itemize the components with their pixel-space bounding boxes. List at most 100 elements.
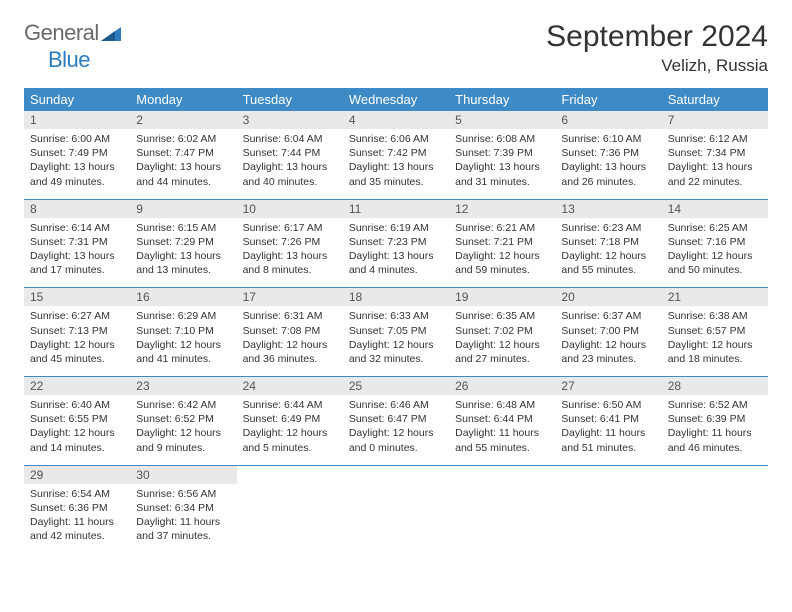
sunset-line: Sunset: 7:31 PM (30, 235, 124, 249)
day-content: Sunrise: 6:44 AMSunset: 6:49 PMDaylight:… (237, 395, 343, 465)
day-content: Sunrise: 6:29 AMSunset: 7:10 PMDaylight:… (130, 306, 236, 376)
day-number: 15 (24, 288, 130, 306)
daylight-line: Daylight: 13 hours and 31 minutes. (455, 160, 549, 188)
sunrise-line: Sunrise: 6:19 AM (349, 221, 443, 235)
logo-triangle-icon (101, 21, 121, 47)
day-number: 19 (449, 288, 555, 306)
week-row: 15Sunrise: 6:27 AMSunset: 7:13 PMDayligh… (24, 288, 768, 377)
week-row: 29Sunrise: 6:54 AMSunset: 6:36 PMDayligh… (24, 465, 768, 553)
day-cell: 9Sunrise: 6:15 AMSunset: 7:29 PMDaylight… (130, 199, 236, 288)
day-number: 24 (237, 377, 343, 395)
day-number: 18 (343, 288, 449, 306)
sunrise-line: Sunrise: 6:06 AM (349, 132, 443, 146)
daylight-line: Daylight: 13 hours and 44 minutes. (136, 160, 230, 188)
daylight-line: Daylight: 13 hours and 40 minutes. (243, 160, 337, 188)
day-content: Sunrise: 6:35 AMSunset: 7:02 PMDaylight:… (449, 306, 555, 376)
day-cell: 14Sunrise: 6:25 AMSunset: 7:16 PMDayligh… (662, 199, 768, 288)
sunset-line: Sunset: 7:08 PM (243, 324, 337, 338)
day-header-row: Sunday Monday Tuesday Wednesday Thursday… (24, 88, 768, 111)
day-cell: 7Sunrise: 6:12 AMSunset: 7:34 PMDaylight… (662, 111, 768, 199)
day-content: Sunrise: 6:27 AMSunset: 7:13 PMDaylight:… (24, 306, 130, 376)
daylight-line: Daylight: 12 hours and 55 minutes. (561, 249, 655, 277)
day-number: 4 (343, 111, 449, 129)
day-number: 16 (130, 288, 236, 306)
day-cell: 8Sunrise: 6:14 AMSunset: 7:31 PMDaylight… (24, 199, 130, 288)
sunrise-line: Sunrise: 6:00 AM (30, 132, 124, 146)
day-number: 30 (130, 466, 236, 484)
daylight-line: Daylight: 13 hours and 26 minutes. (561, 160, 655, 188)
day-content: Sunrise: 6:14 AMSunset: 7:31 PMDaylight:… (24, 218, 130, 288)
brand-logo: General Blue (24, 20, 121, 73)
daylight-line: Daylight: 11 hours and 37 minutes. (136, 515, 230, 543)
day-number: 27 (555, 377, 661, 395)
sunset-line: Sunset: 7:34 PM (668, 146, 762, 160)
sunrise-line: Sunrise: 6:17 AM (243, 221, 337, 235)
day-content: Sunrise: 6:15 AMSunset: 7:29 PMDaylight:… (130, 218, 236, 288)
day-content: Sunrise: 6:12 AMSunset: 7:34 PMDaylight:… (662, 129, 768, 199)
sunset-line: Sunset: 7:26 PM (243, 235, 337, 249)
day-cell: .. (237, 465, 343, 553)
daylight-line: Daylight: 13 hours and 22 minutes. (668, 160, 762, 188)
day-number: 10 (237, 200, 343, 218)
sunrise-line: Sunrise: 6:25 AM (668, 221, 762, 235)
day-cell: 3Sunrise: 6:04 AMSunset: 7:44 PMDaylight… (237, 111, 343, 199)
day-content: Sunrise: 6:50 AMSunset: 6:41 PMDaylight:… (555, 395, 661, 465)
sunrise-line: Sunrise: 6:27 AM (30, 309, 124, 323)
dayname-tuesday: Tuesday (237, 88, 343, 111)
day-number: 5 (449, 111, 555, 129)
week-row: 8Sunrise: 6:14 AMSunset: 7:31 PMDaylight… (24, 199, 768, 288)
sunset-line: Sunset: 6:39 PM (668, 412, 762, 426)
day-number: 20 (555, 288, 661, 306)
sunset-line: Sunset: 7:23 PM (349, 235, 443, 249)
sunrise-line: Sunrise: 6:42 AM (136, 398, 230, 412)
sunset-line: Sunset: 7:29 PM (136, 235, 230, 249)
daylight-line: Daylight: 13 hours and 13 minutes. (136, 249, 230, 277)
sunset-line: Sunset: 6:44 PM (455, 412, 549, 426)
sunrise-line: Sunrise: 6:15 AM (136, 221, 230, 235)
sunrise-line: Sunrise: 6:29 AM (136, 309, 230, 323)
day-number: 23 (130, 377, 236, 395)
day-cell: 16Sunrise: 6:29 AMSunset: 7:10 PMDayligh… (130, 288, 236, 377)
day-cell: 2Sunrise: 6:02 AMSunset: 7:47 PMDaylight… (130, 111, 236, 199)
daylight-line: Daylight: 13 hours and 49 minutes. (30, 160, 124, 188)
dayname-friday: Friday (555, 88, 661, 111)
dayname-saturday: Saturday (662, 88, 768, 111)
daylight-line: Daylight: 12 hours and 18 minutes. (668, 338, 762, 366)
sunrise-line: Sunrise: 6:52 AM (668, 398, 762, 412)
header: General Blue September 2024 Velizh, Russ… (24, 20, 768, 76)
day-number: 7 (662, 111, 768, 129)
sunset-line: Sunset: 6:34 PM (136, 501, 230, 515)
day-content: Sunrise: 6:06 AMSunset: 7:42 PMDaylight:… (343, 129, 449, 199)
dayname-monday: Monday (130, 88, 236, 111)
daylight-line: Daylight: 13 hours and 4 minutes. (349, 249, 443, 277)
day-content: Sunrise: 6:38 AMSunset: 6:57 PMDaylight:… (662, 306, 768, 376)
day-cell: 4Sunrise: 6:06 AMSunset: 7:42 PMDaylight… (343, 111, 449, 199)
sunset-line: Sunset: 7:10 PM (136, 324, 230, 338)
day-cell: 19Sunrise: 6:35 AMSunset: 7:02 PMDayligh… (449, 288, 555, 377)
day-number: 28 (662, 377, 768, 395)
day-number: 21 (662, 288, 768, 306)
day-cell: 24Sunrise: 6:44 AMSunset: 6:49 PMDayligh… (237, 377, 343, 466)
sunset-line: Sunset: 6:52 PM (136, 412, 230, 426)
daylight-line: Daylight: 11 hours and 55 minutes. (455, 426, 549, 454)
day-content: Sunrise: 6:17 AMSunset: 7:26 PMDaylight:… (237, 218, 343, 288)
daylight-line: Daylight: 12 hours and 23 minutes. (561, 338, 655, 366)
calendar-table: Sunday Monday Tuesday Wednesday Thursday… (24, 88, 768, 553)
day-content: Sunrise: 6:42 AMSunset: 6:52 PMDaylight:… (130, 395, 236, 465)
sunset-line: Sunset: 6:49 PM (243, 412, 337, 426)
day-number: 3 (237, 111, 343, 129)
day-number: 6 (555, 111, 661, 129)
day-content: Sunrise: 6:10 AMSunset: 7:36 PMDaylight:… (555, 129, 661, 199)
sunset-line: Sunset: 7:05 PM (349, 324, 443, 338)
day-number: 22 (24, 377, 130, 395)
day-number: 14 (662, 200, 768, 218)
day-cell: 12Sunrise: 6:21 AMSunset: 7:21 PMDayligh… (449, 199, 555, 288)
sunrise-line: Sunrise: 6:40 AM (30, 398, 124, 412)
day-content: Sunrise: 6:23 AMSunset: 7:18 PMDaylight:… (555, 218, 661, 288)
day-cell: 25Sunrise: 6:46 AMSunset: 6:47 PMDayligh… (343, 377, 449, 466)
sunset-line: Sunset: 7:39 PM (455, 146, 549, 160)
dayname-thursday: Thursday (449, 88, 555, 111)
day-cell: .. (662, 465, 768, 553)
day-number: 29 (24, 466, 130, 484)
sunrise-line: Sunrise: 6:21 AM (455, 221, 549, 235)
